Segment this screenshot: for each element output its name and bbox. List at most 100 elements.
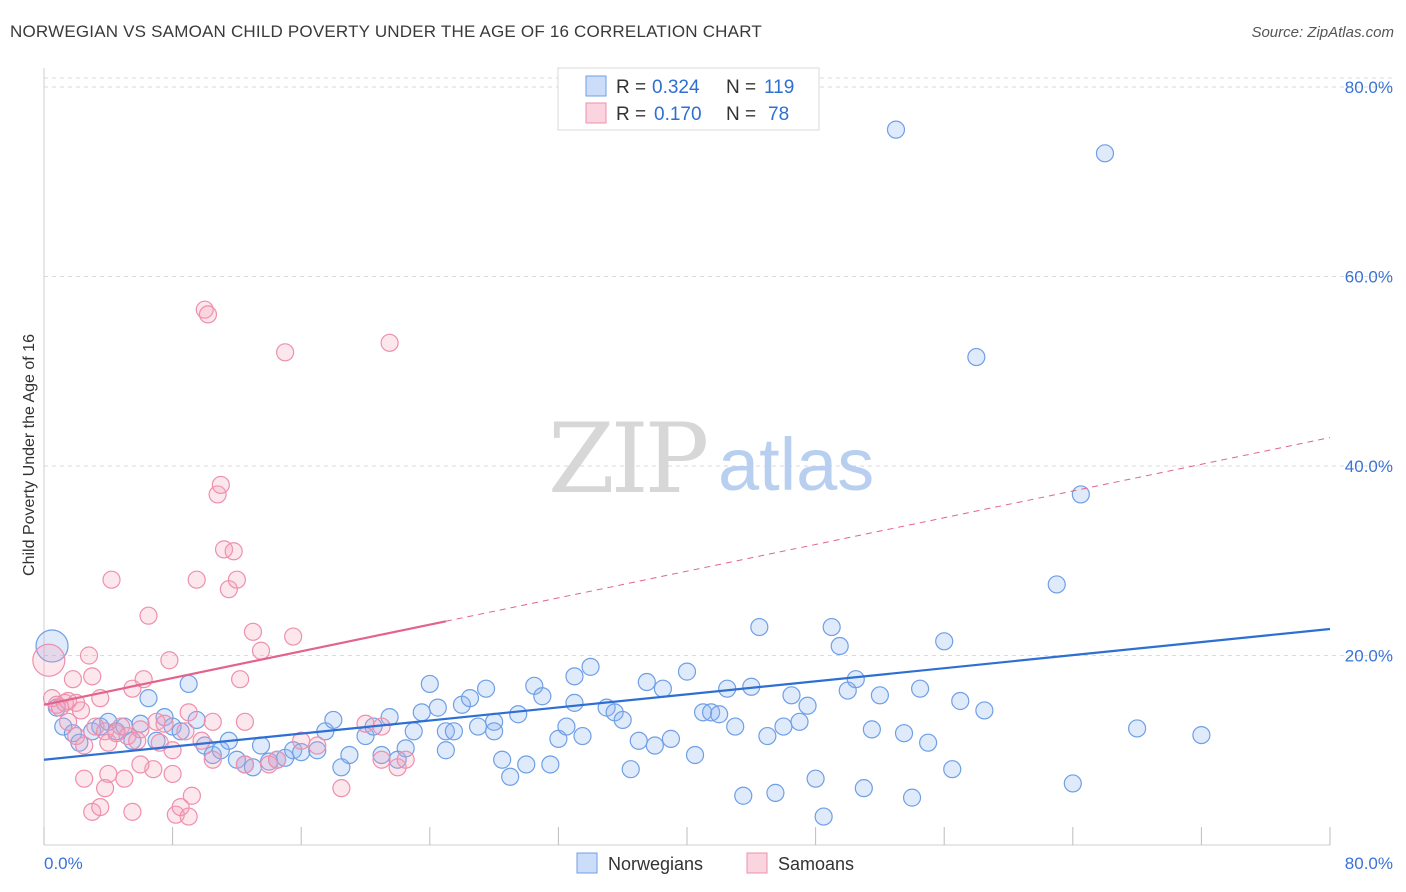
norwegian-point <box>967 347 986 367</box>
norwegian-point <box>629 731 648 750</box>
samoan-point <box>235 755 255 774</box>
norwegian-point <box>1192 725 1211 745</box>
norwegian-point <box>870 686 890 705</box>
norwegian-point <box>35 629 69 663</box>
samoan-point <box>75 736 94 755</box>
norwegian-point <box>766 783 785 802</box>
norwegian-point <box>251 736 271 755</box>
samoan-point <box>396 750 415 769</box>
norwegian-point <box>910 679 930 698</box>
norwegian-point <box>1071 485 1090 504</box>
norwegian-point <box>581 657 600 676</box>
samoan-point <box>182 786 201 805</box>
norwegian-point <box>565 693 584 712</box>
samoan-point <box>251 641 271 660</box>
trendline-samoans-extension <box>445 437 1331 622</box>
trendlines <box>43 437 1331 761</box>
norwegian-point <box>171 722 190 741</box>
gridlines <box>44 77 1392 656</box>
norwegian-point <box>854 779 873 798</box>
samoan-point <box>356 714 375 733</box>
samoan-point <box>211 475 230 495</box>
samoan-point <box>163 741 182 760</box>
samoan-point <box>91 797 110 817</box>
x-tick-label: 0.0% <box>44 854 83 873</box>
norwegian-point <box>468 717 488 736</box>
norwegian-point <box>557 717 576 736</box>
norwegian-point <box>493 750 512 769</box>
norwegian-point <box>621 760 640 779</box>
samoan-point <box>79 646 99 665</box>
norwegian-point <box>830 636 849 656</box>
norwegian-point <box>565 667 584 686</box>
samoan-point <box>131 755 150 774</box>
samoan-point <box>86 717 105 736</box>
norwegian-point <box>420 674 439 694</box>
norwegian-point <box>533 687 552 706</box>
norwegian-point <box>726 717 745 736</box>
samoan-point <box>198 305 218 324</box>
norwegian-point <box>846 670 865 689</box>
samoan-point <box>187 570 206 589</box>
samoan-point <box>139 606 158 625</box>
samoan-point <box>380 333 399 352</box>
samoan-point <box>112 717 131 736</box>
legend-r-value-2: 0.170 <box>654 104 702 125</box>
legend-r-label-1: R = <box>616 77 646 98</box>
chart-title: NORWEGIAN VS SAMOAN CHILD POVERTY UNDER … <box>10 22 762 41</box>
samoan-point <box>372 750 391 769</box>
samoan-point <box>131 720 150 739</box>
norwegian-point <box>428 698 447 717</box>
legend-r-value-1: 0.324 <box>652 77 700 98</box>
bottom-legend-swatch-norwegians <box>576 852 598 874</box>
y-axis-label: Child Poverty Under the Age of 16 <box>21 334 38 576</box>
norwegian-point <box>661 729 681 748</box>
norwegian-point <box>750 617 769 637</box>
samoan-point <box>63 670 83 689</box>
x-tick-label: 80.0% <box>1345 854 1393 873</box>
samoan-point <box>192 731 211 750</box>
norwegian-point <box>573 726 592 746</box>
samoan-point <box>203 712 222 731</box>
norwegian-point <box>1063 774 1082 793</box>
norwegian-point <box>324 710 343 730</box>
norwegian-point <box>63 724 83 743</box>
norwegian-point <box>460 689 480 708</box>
norwegian-point <box>822 617 841 637</box>
samoan-point <box>160 651 179 670</box>
axes <box>43 68 1331 846</box>
legend-n-value-2: 78 <box>768 104 789 125</box>
norwegian-point <box>1047 575 1066 594</box>
norwegian-point <box>131 714 150 733</box>
norwegian-point <box>710 705 729 724</box>
norwegian-point <box>517 755 536 774</box>
samoan-point <box>115 769 134 788</box>
norwegian-point <box>653 679 672 698</box>
norwegian-point <box>645 736 664 755</box>
norwegian-point <box>677 662 697 681</box>
legend-n-label-2: N = <box>726 104 756 125</box>
norwegian-point <box>436 741 455 760</box>
samoan-point <box>267 750 287 769</box>
samoan-point <box>163 764 182 784</box>
samoan-point <box>123 802 142 821</box>
y-tick-label: 60.0% <box>1345 268 1393 287</box>
samoan-point <box>276 343 295 362</box>
legend-box <box>557 67 820 131</box>
trendline-samoans <box>43 620 447 706</box>
norwegian-point <box>444 722 464 741</box>
y-tick-labels: 20.0% 40.0% 60.0% 80.0% <box>1345 78 1393 666</box>
bottom-legend-samoans: Samoans <box>778 854 854 874</box>
samoan-point <box>179 703 198 722</box>
samoan-point <box>243 622 263 641</box>
norwegian-point <box>340 745 359 765</box>
samoan-point <box>155 714 174 733</box>
norwegian-point <box>943 760 962 779</box>
samoan-point <box>224 542 243 561</box>
samoan-point <box>176 722 195 741</box>
norwegian-point <box>485 722 504 741</box>
norwegian-point <box>637 672 656 692</box>
trendline-norwegians <box>43 627 1331 761</box>
norwegian-point <box>935 632 954 651</box>
